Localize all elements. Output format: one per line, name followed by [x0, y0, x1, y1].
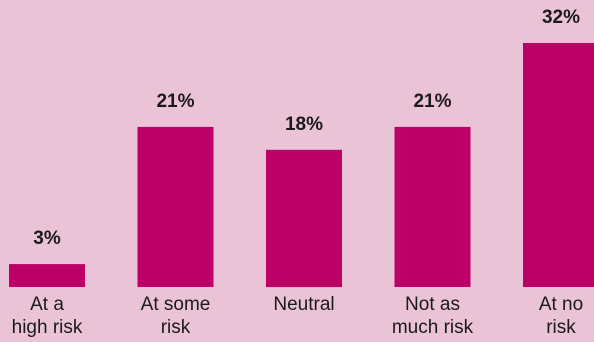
bar-1 — [137, 126, 214, 288]
data-label-3: 21% — [413, 91, 451, 112]
data-label-0: 3% — [33, 228, 61, 249]
bar-4 — [523, 43, 594, 287]
data-label-2: 18% — [285, 114, 323, 135]
bar-0 — [9, 264, 85, 287]
bar-2 — [266, 149, 342, 288]
category-label-0: At a high risk — [12, 294, 83, 338]
category-label-1: At some risk — [141, 294, 211, 338]
category-label-2: Neutral — [273, 294, 334, 315]
category-label-4: At no risk — [539, 294, 583, 338]
data-label-4: 32% — [542, 7, 580, 28]
bar-3 — [394, 126, 471, 288]
category-label-3: Not as much risk — [392, 294, 474, 338]
data-label-1: 21% — [156, 91, 194, 112]
